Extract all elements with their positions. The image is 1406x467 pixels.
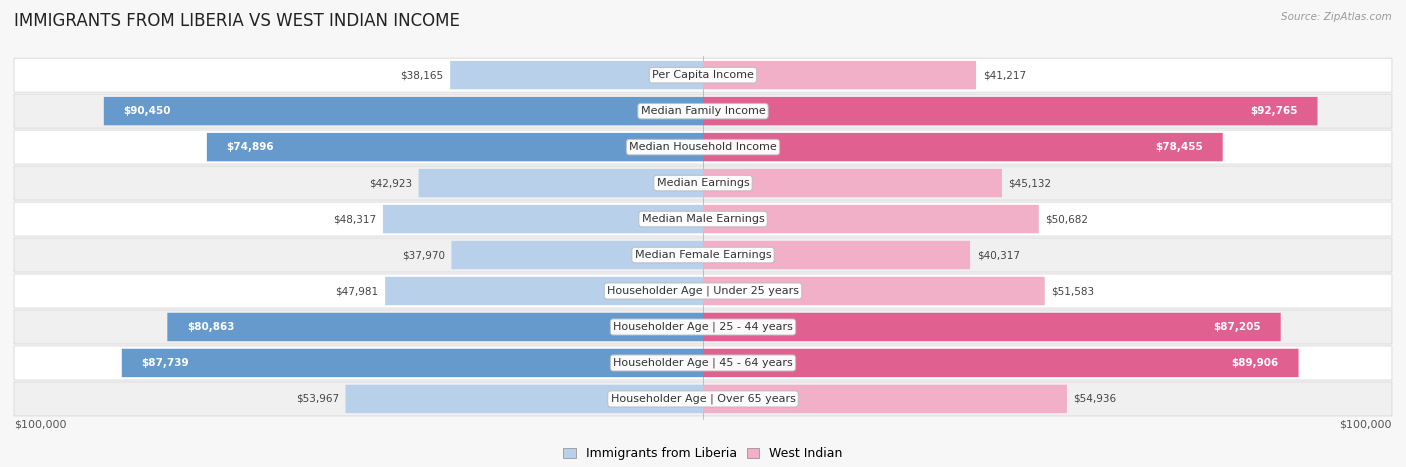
FancyBboxPatch shape	[14, 58, 1392, 92]
FancyBboxPatch shape	[14, 274, 1392, 308]
FancyBboxPatch shape	[14, 310, 1392, 344]
FancyBboxPatch shape	[14, 382, 1392, 416]
FancyBboxPatch shape	[122, 349, 703, 377]
Text: $87,739: $87,739	[142, 358, 190, 368]
FancyBboxPatch shape	[104, 97, 703, 125]
Text: Per Capita Income: Per Capita Income	[652, 70, 754, 80]
FancyBboxPatch shape	[450, 61, 703, 89]
Text: $37,970: $37,970	[402, 250, 444, 260]
Text: Source: ZipAtlas.com: Source: ZipAtlas.com	[1281, 12, 1392, 21]
FancyBboxPatch shape	[703, 61, 976, 89]
Text: Householder Age | Under 25 years: Householder Age | Under 25 years	[607, 286, 799, 296]
FancyBboxPatch shape	[14, 238, 1392, 272]
Text: $51,583: $51,583	[1052, 286, 1094, 296]
FancyBboxPatch shape	[207, 133, 703, 161]
Text: $40,317: $40,317	[977, 250, 1019, 260]
Text: $74,896: $74,896	[226, 142, 274, 152]
Text: Median Earnings: Median Earnings	[657, 178, 749, 188]
Text: Median Family Income: Median Family Income	[641, 106, 765, 116]
FancyBboxPatch shape	[14, 166, 1392, 200]
Text: $47,981: $47,981	[336, 286, 378, 296]
Text: $100,000: $100,000	[1340, 419, 1392, 429]
Text: $42,923: $42,923	[368, 178, 412, 188]
FancyBboxPatch shape	[703, 385, 1067, 413]
Text: $50,682: $50,682	[1046, 214, 1088, 224]
FancyBboxPatch shape	[703, 133, 1223, 161]
Text: Householder Age | 45 - 64 years: Householder Age | 45 - 64 years	[613, 358, 793, 368]
FancyBboxPatch shape	[14, 130, 1392, 164]
FancyBboxPatch shape	[703, 97, 1317, 125]
FancyBboxPatch shape	[14, 94, 1392, 128]
FancyBboxPatch shape	[703, 169, 1002, 197]
Text: $38,165: $38,165	[401, 70, 443, 80]
Text: $53,967: $53,967	[295, 394, 339, 404]
Text: Householder Age | 25 - 44 years: Householder Age | 25 - 44 years	[613, 322, 793, 332]
Text: $89,906: $89,906	[1232, 358, 1278, 368]
Text: $48,317: $48,317	[333, 214, 377, 224]
Text: Householder Age | Over 65 years: Householder Age | Over 65 years	[610, 394, 796, 404]
FancyBboxPatch shape	[703, 205, 1039, 234]
FancyBboxPatch shape	[703, 277, 1045, 305]
Text: $92,765: $92,765	[1250, 106, 1298, 116]
Text: $87,205: $87,205	[1213, 322, 1261, 332]
Text: $45,132: $45,132	[1008, 178, 1052, 188]
Text: IMMIGRANTS FROM LIBERIA VS WEST INDIAN INCOME: IMMIGRANTS FROM LIBERIA VS WEST INDIAN I…	[14, 12, 460, 30]
FancyBboxPatch shape	[451, 241, 703, 269]
Text: $54,936: $54,936	[1074, 394, 1116, 404]
FancyBboxPatch shape	[703, 313, 1281, 341]
Legend: Immigrants from Liberia, West Indian: Immigrants from Liberia, West Indian	[558, 442, 848, 465]
FancyBboxPatch shape	[14, 202, 1392, 236]
FancyBboxPatch shape	[703, 241, 970, 269]
Text: $100,000: $100,000	[14, 419, 66, 429]
FancyBboxPatch shape	[703, 349, 1299, 377]
Text: $80,863: $80,863	[187, 322, 235, 332]
FancyBboxPatch shape	[385, 277, 703, 305]
FancyBboxPatch shape	[419, 169, 703, 197]
Text: Median Female Earnings: Median Female Earnings	[634, 250, 772, 260]
FancyBboxPatch shape	[382, 205, 703, 234]
Text: Median Male Earnings: Median Male Earnings	[641, 214, 765, 224]
Text: Median Household Income: Median Household Income	[628, 142, 778, 152]
FancyBboxPatch shape	[167, 313, 703, 341]
Text: $78,455: $78,455	[1156, 142, 1204, 152]
Text: $90,450: $90,450	[124, 106, 172, 116]
Text: $41,217: $41,217	[983, 70, 1026, 80]
FancyBboxPatch shape	[346, 385, 703, 413]
FancyBboxPatch shape	[14, 346, 1392, 380]
